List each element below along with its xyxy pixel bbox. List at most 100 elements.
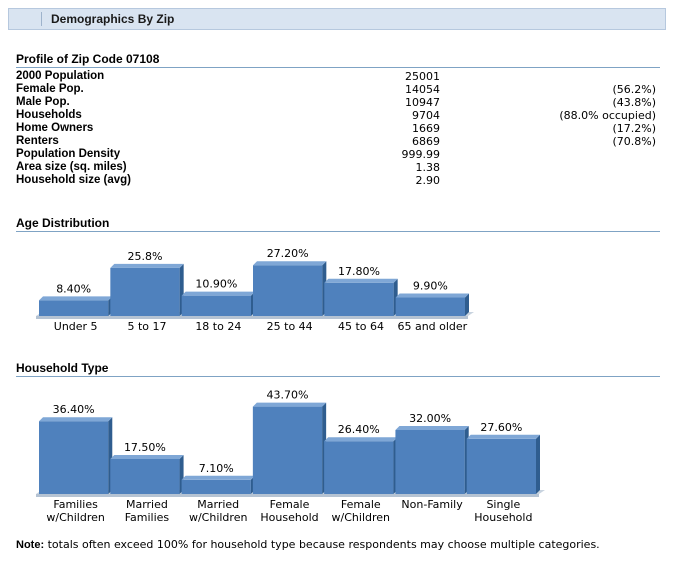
- category-label: 5 to 17: [127, 320, 166, 333]
- bar: [39, 300, 109, 316]
- category-label: Female: [270, 498, 310, 511]
- profile-row: Renters 6869 (70.8%): [16, 135, 656, 148]
- bar-top: [110, 263, 184, 268]
- profile-row: 2000 Population 25001: [16, 70, 656, 83]
- category-label: Under 5: [54, 320, 98, 333]
- profile-row: Households 9704 (88.0% occupied): [16, 109, 656, 122]
- chart-floor-edge: [36, 316, 468, 319]
- chart-floor-edge: [36, 494, 539, 497]
- bar: [253, 265, 323, 316]
- profile-row-label: Households: [16, 109, 82, 121]
- bar: [324, 441, 394, 494]
- category-label: Married: [126, 498, 168, 511]
- category-label: Household: [260, 511, 318, 524]
- profile-row-label: Area size (sq. miles): [16, 161, 127, 173]
- bar: [110, 459, 180, 494]
- profile-row-value: 6869: [412, 135, 440, 148]
- profile-row: Female Pop. 14054 (56.2%): [16, 83, 656, 96]
- footnote: Note: totals often exceed 100% for house…: [16, 538, 600, 551]
- profile-row-label: Female Pop.: [16, 83, 84, 95]
- age-divider: [16, 231, 660, 232]
- bar-top: [324, 278, 398, 283]
- profile-row-value: 25001: [405, 70, 440, 83]
- profile-row-value: 1669: [412, 122, 440, 135]
- page-title: Demographics By Zip: [51, 12, 175, 26]
- bar: [110, 267, 180, 316]
- category-label: Single: [486, 498, 520, 511]
- bar: [181, 295, 251, 316]
- bar-top: [395, 426, 469, 430]
- profile-row-percent: (17.2%): [612, 122, 656, 135]
- bar: [39, 421, 109, 494]
- category-label: 45 to 64: [338, 320, 384, 333]
- header-separator: [41, 12, 42, 26]
- profile-row-value: 14054: [405, 83, 440, 96]
- profile-row-percent: (56.2%): [612, 83, 656, 96]
- data-label: 32.00%: [409, 412, 451, 425]
- category-label: w/Children: [46, 511, 104, 524]
- note-text: totals often exceed 100% for household t…: [44, 538, 600, 551]
- profile-row: Male Pop. 10947 (43.8%): [16, 96, 656, 109]
- category-label: Families: [125, 511, 170, 524]
- data-label: 43.70%: [267, 389, 309, 402]
- bar: [466, 438, 536, 494]
- data-label: 17.50%: [124, 441, 166, 454]
- bar: [395, 430, 465, 494]
- profile-row-value: 9704: [412, 109, 440, 122]
- bar-top: [466, 434, 540, 439]
- profile-row: Area size (sq. miles) 1.38: [16, 161, 656, 174]
- data-label: 36.40%: [53, 403, 95, 416]
- profile-row-label: Renters: [16, 135, 59, 147]
- bar-top: [181, 475, 255, 480]
- age-distribution-chart: 8.40% Under 5 25.8% 5 to 17 10.90% 18 to 24 27…: [36, 247, 474, 333]
- bar: [181, 479, 251, 494]
- category-label: w/Children: [332, 511, 390, 524]
- bar-top: [110, 455, 184, 459]
- bar: [252, 406, 323, 494]
- category-label: Female: [341, 498, 381, 511]
- profile-row-label: Male Pop.: [16, 96, 70, 108]
- household-divider: [16, 376, 660, 377]
- page-header: Demographics By Zip: [8, 8, 666, 30]
- profile-row-label: 2000 Population: [16, 70, 105, 82]
- profile-row-percent: (43.8%): [612, 96, 656, 109]
- category-label: Families: [53, 498, 98, 511]
- bar-side: [465, 293, 469, 316]
- note-label: Note:: [16, 539, 45, 551]
- profile-row-percent: (88.0% occupied): [559, 109, 656, 122]
- bar-top: [39, 417, 113, 422]
- data-label: 10.90%: [195, 278, 237, 291]
- profile-row-label: Household size (avg): [16, 174, 132, 186]
- profile-divider: [16, 67, 660, 68]
- data-label: 9.90%: [413, 280, 448, 293]
- profile-row: Population Density 999.99: [16, 148, 656, 161]
- profile-row-value: 1.38: [415, 161, 441, 174]
- bar: [395, 297, 465, 316]
- category-label: 65 and older: [397, 320, 467, 333]
- bar-top: [252, 402, 327, 407]
- household-type-chart: 36.40%Familiesw/Children17.50%MarriedFam…: [36, 389, 545, 524]
- category-label: Household: [474, 511, 532, 524]
- data-label: 25.8%: [128, 250, 163, 263]
- profile-row-label: Population Density: [16, 148, 121, 160]
- bar-top: [395, 293, 469, 298]
- data-label: 27.60%: [480, 421, 522, 434]
- profile-row: Home Owners 1669 (17.2%): [16, 122, 656, 135]
- profile-row-value: 10947: [405, 96, 440, 109]
- data-label: 26.40%: [338, 423, 380, 436]
- category-label: 25 to 44: [267, 320, 313, 333]
- profile-section-title: Profile of Zip Code 07108: [16, 52, 160, 66]
- bar-top: [39, 296, 113, 301]
- bar-side: [536, 434, 540, 494]
- household-section-title: Household Type: [16, 361, 109, 375]
- profile-row-label: Home Owners: [16, 122, 94, 134]
- profile-row-value: 2.90: [415, 174, 441, 187]
- bar-top: [181, 291, 255, 296]
- profile-row-value: 999.99: [401, 148, 441, 161]
- data-label: 8.40%: [56, 282, 91, 295]
- data-label: 17.80%: [338, 265, 380, 278]
- profile-row-percent: (70.8%): [612, 135, 656, 148]
- category-label: w/Children: [189, 511, 247, 524]
- bar-top: [253, 261, 327, 266]
- data-label: 27.20%: [267, 247, 309, 260]
